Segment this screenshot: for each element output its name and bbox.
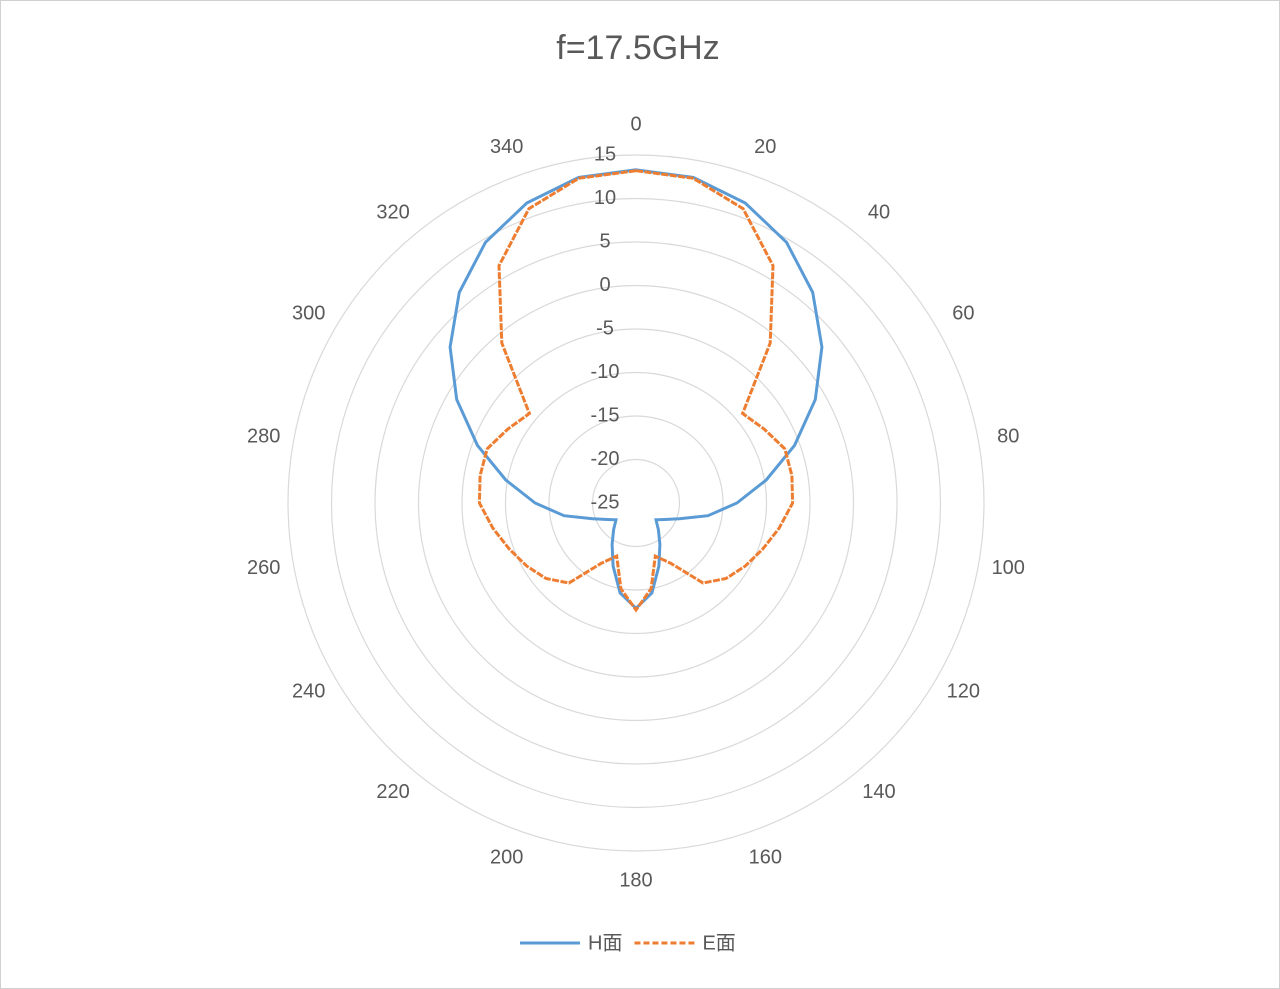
series-line xyxy=(477,169,795,613)
radial-tick-label: 15 xyxy=(594,143,616,165)
angle-label: 240 xyxy=(292,680,325,702)
angle-label: 280 xyxy=(247,426,280,448)
angle-label: 20 xyxy=(754,136,776,158)
angle-label: 300 xyxy=(292,302,325,324)
grid-circle xyxy=(548,415,724,591)
angle-label: 80 xyxy=(997,426,1019,448)
chart-title: f=17.5GHz xyxy=(556,29,719,67)
grid-circle xyxy=(374,241,898,765)
radial-tick-label: -25 xyxy=(591,491,620,513)
radial-tick-label: 10 xyxy=(594,187,616,209)
grid-circle xyxy=(504,371,768,635)
angle-label: 220 xyxy=(376,781,409,803)
grid-circle xyxy=(417,284,855,722)
angle-label: 120 xyxy=(947,680,980,702)
grid-circle xyxy=(591,458,681,548)
grid-circle xyxy=(461,328,811,678)
angle-label: 160 xyxy=(749,846,782,868)
angle-label: 60 xyxy=(952,302,974,324)
radial-tick-label: -10 xyxy=(591,361,620,383)
radial-tick-label: -20 xyxy=(591,448,620,470)
radial-tick-label: 5 xyxy=(599,230,610,252)
angle-label: 180 xyxy=(619,869,652,891)
legend-label: E面 xyxy=(702,932,735,954)
angle-label: 340 xyxy=(490,136,523,158)
angle-label: 260 xyxy=(247,557,280,579)
legend-label: H面 xyxy=(588,932,622,954)
grid-circle xyxy=(287,154,985,852)
angle-label: 0 xyxy=(630,113,641,135)
angle-label: 100 xyxy=(992,557,1025,579)
angle-label: 40 xyxy=(868,202,890,224)
angle-label: 320 xyxy=(376,202,409,224)
grid-circle xyxy=(330,197,942,809)
angle-label: 140 xyxy=(862,781,895,803)
radial-tick-label: 0 xyxy=(599,274,610,296)
radial-tick-label: -5 xyxy=(596,317,614,339)
radial-tick-label: -15 xyxy=(591,404,620,426)
angle-label: 200 xyxy=(490,846,523,868)
